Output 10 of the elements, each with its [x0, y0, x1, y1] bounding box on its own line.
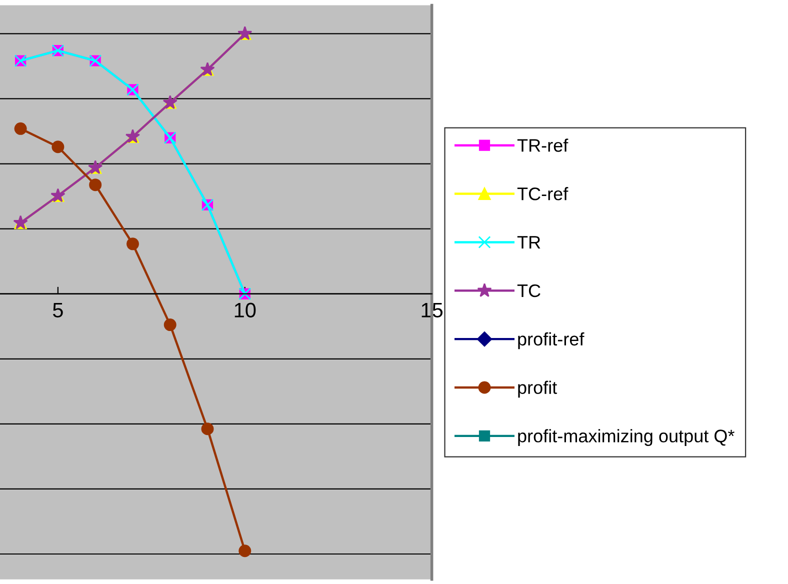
x-tick-label: 5: [52, 302, 63, 318]
x-tick-label: 10: [234, 302, 256, 318]
x-tick-label: 15: [422, 302, 443, 318]
legend-label: TR-ref: [517, 138, 568, 152]
legend-label: profit-maximizing output Q*: [518, 429, 734, 446]
legend-label: profit-ref: [518, 332, 584, 350]
legend-label: profit: [518, 380, 558, 398]
legend-label: TR: [517, 236, 540, 249]
legend-label: TC: [517, 284, 540, 298]
legend-label: TC-ref: [517, 187, 568, 200]
